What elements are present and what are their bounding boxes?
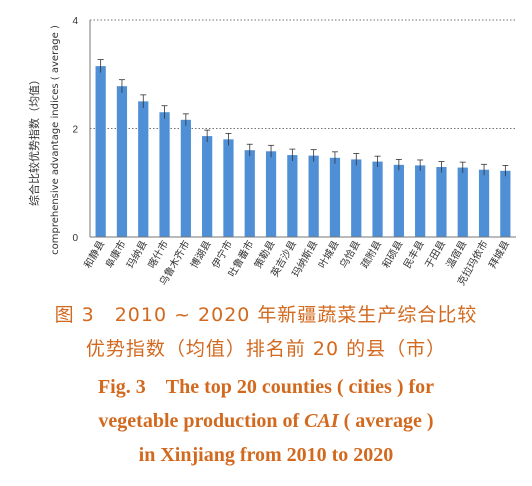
bar <box>95 66 106 237</box>
bar <box>202 136 213 237</box>
caption-english-line-2-start: vegetable production of <box>98 410 305 432</box>
bar <box>180 119 191 237</box>
caption-chinese-line-1: 图 3 2010 ~ 2020 年新疆蔬菜生产综合比较 <box>54 304 478 326</box>
bar <box>223 139 234 237</box>
y-axis-label-chinese: 综合比较优势指数（均值） <box>27 74 41 206</box>
caption-cai-term: CAI <box>304 410 339 432</box>
caption-chinese-line-2: 优势指数（均值）排名前 20 的县（市） <box>85 338 447 360</box>
y-tick-label: 2 <box>72 125 78 136</box>
axes <box>89 20 516 238</box>
bar <box>457 167 468 237</box>
caption-english-line-3: in Xinjiang from 2010 to 2020 <box>138 444 394 466</box>
bar <box>351 159 362 237</box>
y-tick-label: 4 <box>72 16 78 27</box>
caption-english-line-1: Fig. 3 The top 20 counties ( cities ) fo… <box>97 376 435 398</box>
x-tick-label: 拜城县 <box>487 238 512 270</box>
bar <box>500 170 511 237</box>
bar <box>436 167 447 237</box>
bar <box>159 112 170 237</box>
bar <box>415 165 426 237</box>
bar <box>265 151 277 237</box>
bar <box>372 161 383 237</box>
bar <box>138 101 149 237</box>
bar <box>116 86 128 237</box>
bar-chart: 024和静县阜康市玛纳县喀什市乌鲁木齐市博湖县伊宁市吐鲁番市策勒县英吉沙县玛纳斯… <box>27 16 516 288</box>
y-tick-label: 0 <box>72 233 78 244</box>
caption-english-line-2: vegetable production of CAI ( average ) <box>0 406 532 436</box>
bar <box>287 155 298 237</box>
bar <box>393 164 404 237</box>
grid-lines <box>90 19 516 129</box>
bar <box>478 169 490 237</box>
bar <box>308 155 319 237</box>
bars <box>95 59 511 237</box>
caption-english-line-2-end: ( average ) <box>338 410 434 432</box>
y-axis-label-english: comprehensive advantage indices ( averag… <box>50 25 61 255</box>
bar <box>244 150 255 237</box>
bar <box>329 157 341 237</box>
